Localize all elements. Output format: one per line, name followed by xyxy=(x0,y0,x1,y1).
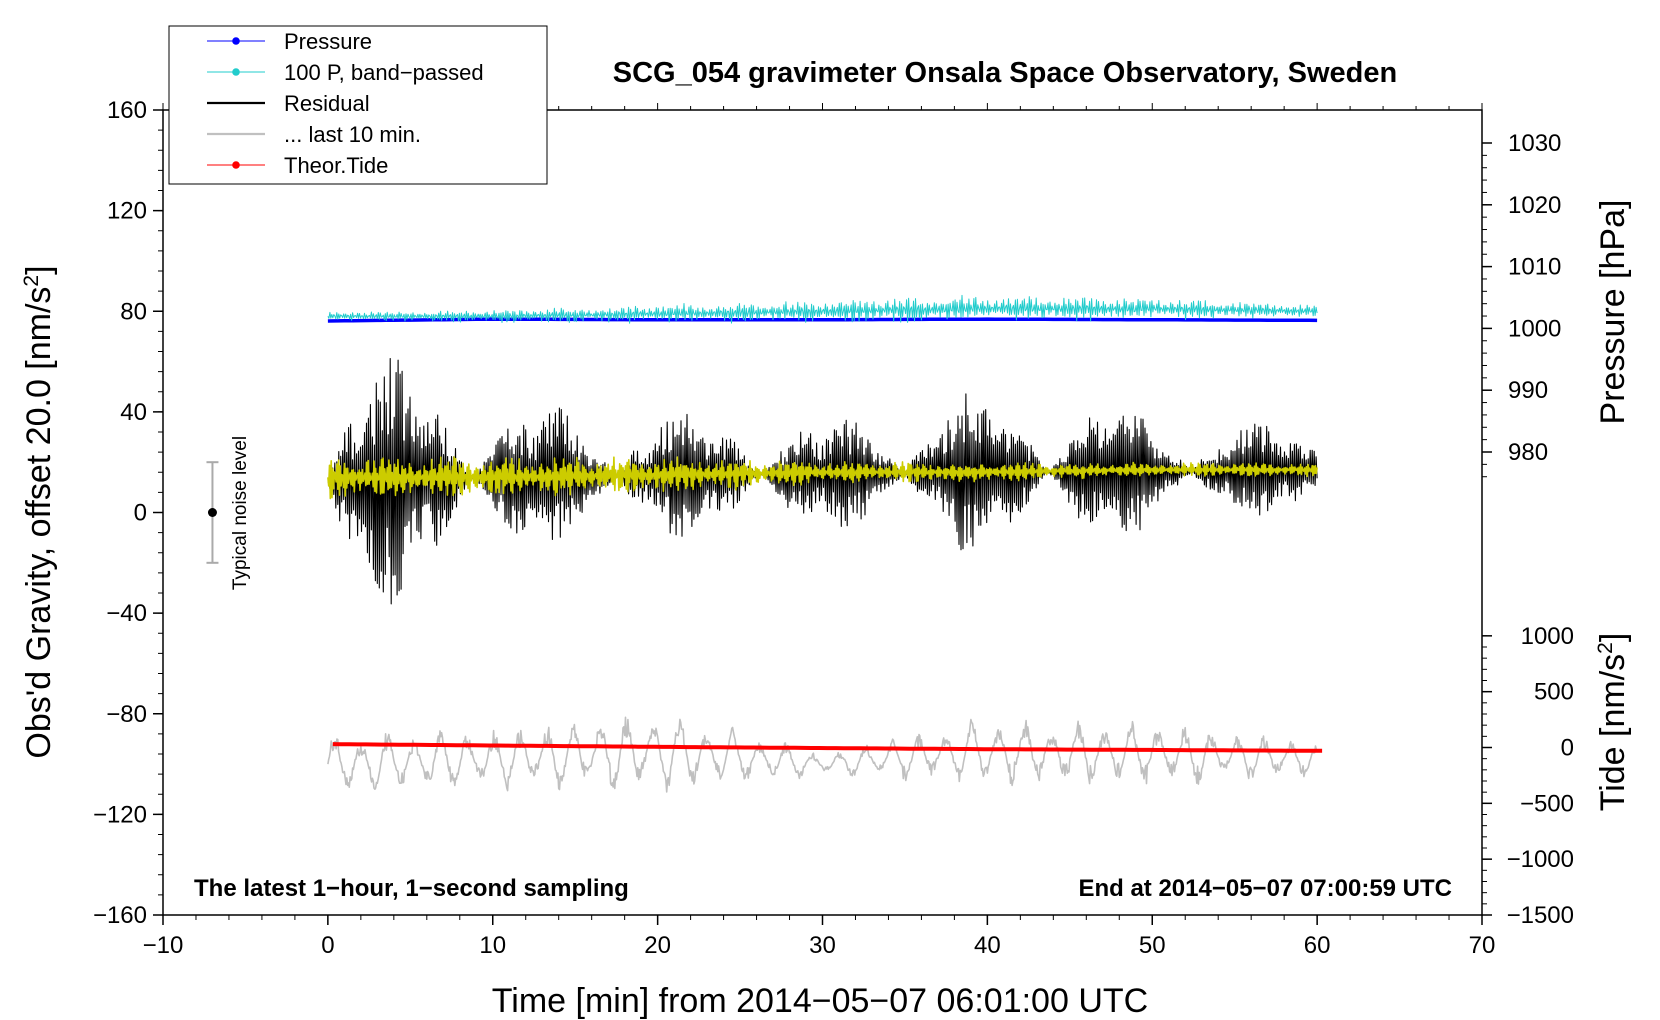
legend-item-4-marker xyxy=(232,161,240,169)
legend-item-4-label: Theor.Tide xyxy=(284,153,388,178)
tide-tick-label: 1000 xyxy=(1521,623,1574,650)
sampling-annotation: The latest 1−hour, 1−second sampling xyxy=(194,875,629,902)
x-tick-label: 0 xyxy=(321,932,334,959)
series-pressure-line xyxy=(327,317,1318,323)
y-tick-label: −120 xyxy=(93,801,147,828)
y-tick-label: 160 xyxy=(107,97,147,124)
series-residual-smoothed-line xyxy=(327,456,1318,500)
x-axis-label: Time [min] from 2014−05−07 06:01:00 UTC xyxy=(492,982,1148,1020)
noise-label: Typical noise level xyxy=(230,436,251,590)
y-axis-left: 160 120 80 40 0 −40 −80 −120 −160 xyxy=(93,97,163,929)
y-tick-label: −40 xyxy=(106,600,147,627)
legend-item-1-marker xyxy=(232,68,240,76)
pressure-tick-label: 1000 xyxy=(1508,315,1561,342)
y-tick-label: −80 xyxy=(106,701,147,728)
x-tick-label: 10 xyxy=(479,932,506,959)
pressure-tick-label: 1020 xyxy=(1508,192,1561,219)
y-axis-left-label: Obs'd Gravity, offset 20.0 [nm/s2] xyxy=(20,265,58,758)
pressure-tick-label: 1030 xyxy=(1508,130,1561,157)
x-tick-label: 20 xyxy=(644,932,671,959)
plot-lines xyxy=(327,294,1323,793)
pressure-tick-label: 980 xyxy=(1508,439,1548,466)
series-theor-tide-line xyxy=(332,742,1323,753)
series-100-p-band-passed-line xyxy=(327,294,1318,324)
y-tick-label: 80 xyxy=(120,298,147,325)
y-axis-tide-label-main: Tide [nm/s xyxy=(1594,654,1632,811)
x-tick-label: 60 xyxy=(1304,932,1331,959)
tide-tick-label: −500 xyxy=(1520,790,1574,817)
legend-item-0-label: Pressure xyxy=(284,29,372,54)
y-axis-left-label-main: Obs'd Gravity, offset 20.0 [nm/s xyxy=(20,287,58,759)
legend-item-2-label: Residual xyxy=(284,91,370,116)
x-tick-label: 50 xyxy=(1139,932,1166,959)
legend-item-3-label: ... last 10 min. xyxy=(284,122,421,147)
y-tick-label: 120 xyxy=(107,198,147,225)
tide-tick-label: −1500 xyxy=(1507,902,1574,929)
legend-item-1-label: 100 P, band−passed xyxy=(284,60,484,85)
x-tick-label: 40 xyxy=(974,932,1001,959)
pressure-tick-label: 1010 xyxy=(1508,254,1561,281)
legend-items: Pressure 100 P, band−passed Residual ... la… xyxy=(207,29,484,178)
x-tick-label: −10 xyxy=(143,932,184,959)
y-tick-label: −160 xyxy=(93,902,147,929)
y-axis-tide: 1000 500 0 −500 −1000 −1500 xyxy=(1482,623,1574,929)
y-axis-tide-label-sup: 2 xyxy=(1594,642,1617,654)
y-axis-pressure: 1030 1020 1010 1000 990 980 xyxy=(1482,130,1561,478)
y-axis-pressure-label: Pressure [hPa] xyxy=(1594,200,1632,425)
y-tick-label: 40 xyxy=(120,399,147,426)
y-axis-left-label-sup: 2 xyxy=(20,275,43,287)
end-time-annotation: End at 2014−05−07 07:00:59 UTC xyxy=(1078,875,1452,902)
y-axis-left-label-tail: ] xyxy=(20,265,58,274)
x-axis: −10 0 10 20 30 40 50 60 70 xyxy=(143,103,1496,959)
x-tick-label: 70 xyxy=(1469,932,1496,959)
y-axis-tide-label-tail: ] xyxy=(1594,633,1632,642)
pressure-tick-label: 990 xyxy=(1508,377,1548,404)
noise-level-indicator: Typical noise level xyxy=(206,436,251,590)
legend: Pressure 100 P, band−passed Residual ... la… xyxy=(168,25,548,185)
noise-center-point xyxy=(207,508,217,517)
tide-tick-label: 500 xyxy=(1534,679,1574,706)
x-tick-label: 30 xyxy=(809,932,836,959)
legend-box xyxy=(168,25,548,185)
tide-tick-label: −1000 xyxy=(1507,846,1574,873)
y-tick-label: 0 xyxy=(134,500,147,527)
chart-title: SCG_054 gravimeter Onsala Space Observat… xyxy=(613,57,1397,89)
y-axis-tide-label: Tide [nm/s2] xyxy=(1594,633,1632,812)
tide-tick-label: 0 xyxy=(1561,735,1574,762)
legend-item-0-marker xyxy=(232,37,240,45)
